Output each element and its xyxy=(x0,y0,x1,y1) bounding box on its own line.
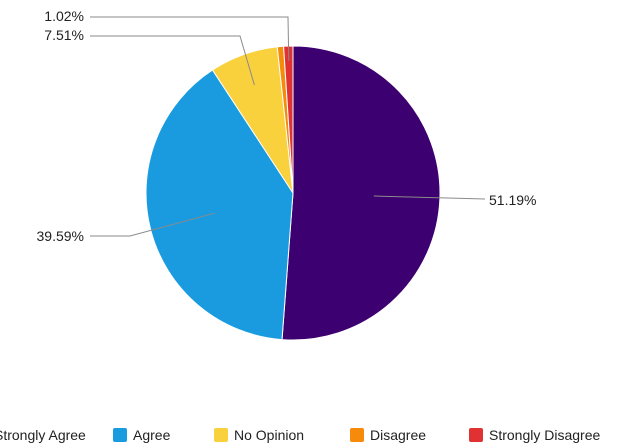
legend-label-strongly-disagree: Strongly Disagree xyxy=(489,427,600,443)
legend-item-agree: Agree xyxy=(113,427,171,443)
legend-label-disagree: Disagree xyxy=(370,427,426,443)
legend-label-agree: Agree xyxy=(133,427,171,443)
pie-slice-strongly-agree xyxy=(281,45,441,341)
data-labels: 51.19% 39.59% 7.51% 1.02% xyxy=(37,8,537,244)
leader-line-no-opinion xyxy=(90,35,255,86)
data-label-strongly-agree: 51.19% xyxy=(489,192,536,208)
leader-lines xyxy=(90,16,486,237)
legend-label-no-opinion: No Opinion xyxy=(234,427,304,443)
legend-label-strongly-agree: Strongly Agree xyxy=(0,427,86,443)
legend-item-no-opinion: No Opinion xyxy=(214,427,304,443)
leader-line-agree xyxy=(90,212,215,237)
leader-line-strongly-disagree xyxy=(90,16,290,61)
legend-swatch-strongly-disagree xyxy=(469,428,483,442)
data-label-no-opinion: 7.51% xyxy=(44,27,84,43)
legend-item-strongly-disagree: Strongly Disagree xyxy=(469,427,600,443)
legend: Strongly Agree Agree No Opinion Disagree… xyxy=(0,427,600,443)
pie-slices xyxy=(145,45,441,341)
data-label-strongly-disagree: 1.02% xyxy=(44,8,84,24)
legend-swatch-agree xyxy=(113,428,127,442)
legend-swatch-disagree xyxy=(350,428,364,442)
legend-item-disagree: Disagree xyxy=(350,427,426,443)
data-label-agree: 39.59% xyxy=(37,228,84,244)
legend-swatch-no-opinion xyxy=(214,428,228,442)
leader-line-strongly-agree xyxy=(373,195,486,200)
legend-item-strongly-agree: Strongly Agree xyxy=(0,427,86,443)
